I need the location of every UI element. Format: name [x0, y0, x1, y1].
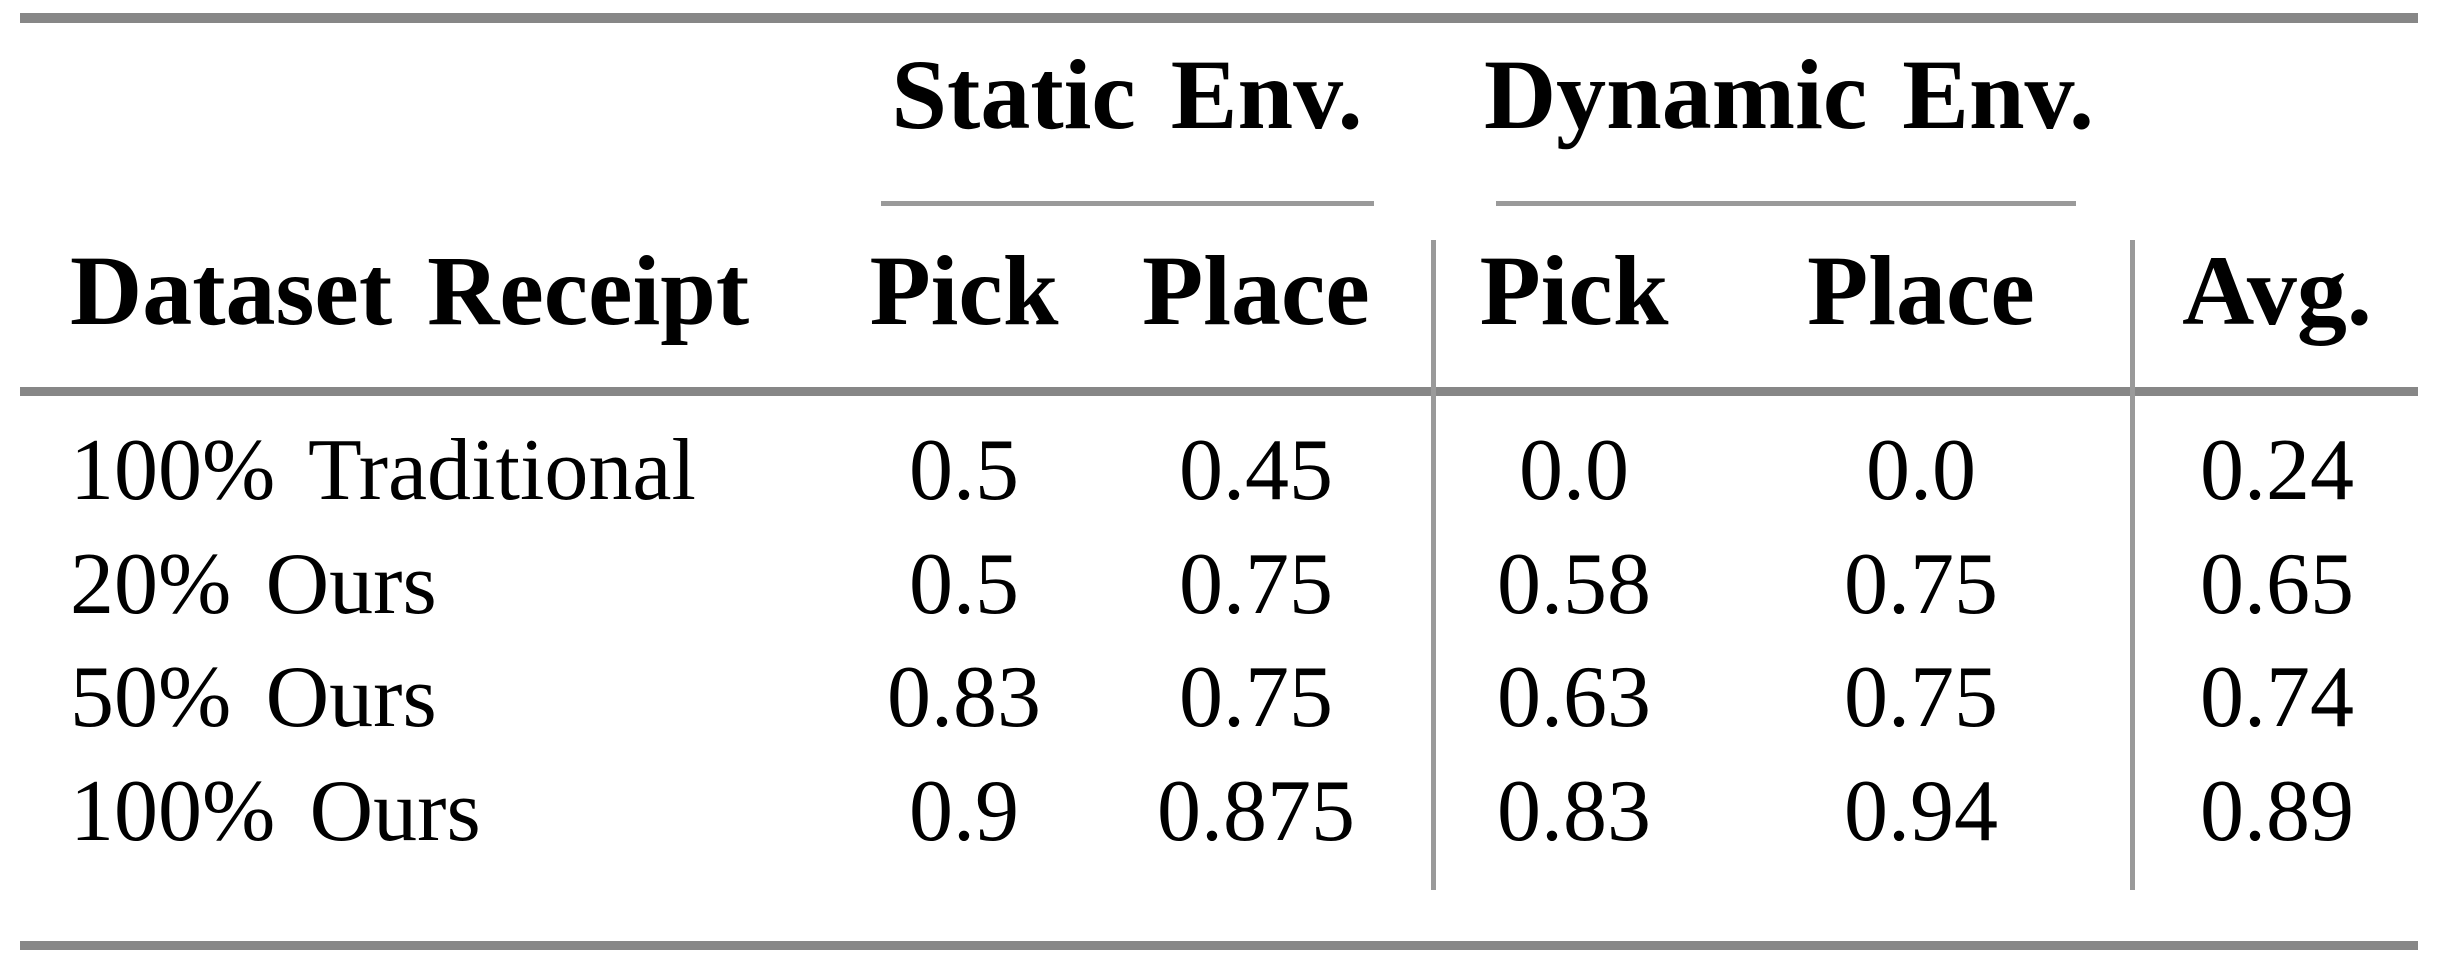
- table-cell: 0.83: [1497, 763, 1651, 860]
- table-cell: 0.75: [1844, 536, 1998, 633]
- table-bottom-rule: [20, 941, 2418, 950]
- column-header-dynamic-place: Place: [1807, 235, 2035, 346]
- static-env-underline: [881, 201, 1374, 206]
- table-cell: 0.75: [1179, 649, 1333, 746]
- table-cell: 0.5: [909, 422, 1019, 519]
- table-cell: 0.0: [1866, 422, 1976, 519]
- table-cell: 0.65: [2200, 536, 2354, 633]
- group-header-dynamic-env: Dynamic Env.: [1483, 39, 2095, 150]
- row-label: 20% Ours: [70, 536, 437, 633]
- table-cell: 0.45: [1179, 422, 1333, 519]
- table-cell: 0.75: [1179, 536, 1333, 633]
- dynamic-env-underline: [1496, 201, 2076, 206]
- column-header-avg: Avg.: [2182, 235, 2372, 346]
- table-cell: 0.75: [1844, 649, 1998, 746]
- column-separator-static-dynamic: [1431, 240, 1436, 890]
- column-separator-dynamic-avg: [2130, 240, 2135, 890]
- table-cell: 0.0: [1519, 422, 1629, 519]
- table-cell: 0.875: [1157, 763, 1355, 860]
- group-header-static-env: Static Env.: [891, 39, 1363, 150]
- row-label: 50% Ours: [70, 649, 437, 746]
- row-label: 100% Ours: [70, 763, 481, 860]
- table-top-rule: [20, 13, 2418, 23]
- table-cell: 0.63: [1497, 649, 1651, 746]
- table-cell: 0.5: [909, 536, 1019, 633]
- table-header-rule: [20, 387, 2418, 396]
- table-cell: 0.24: [2200, 422, 2354, 519]
- row-label: 100% Traditional: [70, 422, 696, 519]
- table-cell: 0.83: [887, 649, 1041, 746]
- table-cell: 0.9: [909, 763, 1019, 860]
- column-header-static-place: Place: [1142, 235, 1370, 346]
- table-cell: 0.89: [2200, 763, 2354, 860]
- table-cell: 0.74: [2200, 649, 2354, 746]
- column-header-static-pick: Pick: [869, 235, 1059, 346]
- column-header-dataset-receipt: Dataset Receipt: [70, 235, 750, 346]
- column-header-dynamic-pick: Pick: [1479, 235, 1669, 346]
- table-cell: 0.58: [1497, 536, 1651, 633]
- table-cell: 0.94: [1844, 763, 1998, 860]
